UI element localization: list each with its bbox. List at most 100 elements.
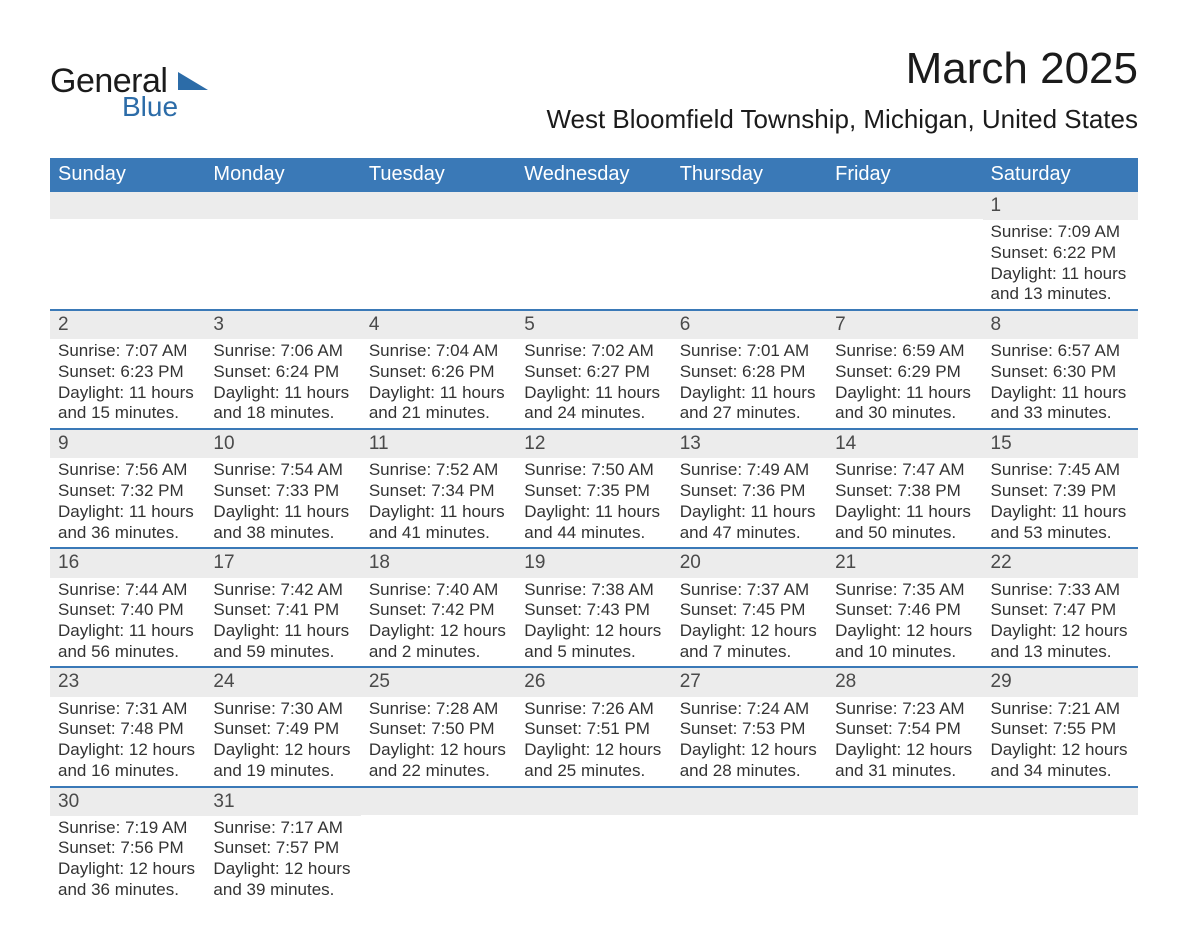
day-number: 28 <box>827 668 982 696</box>
day-number: 27 <box>672 668 827 696</box>
calendar-cell: 26Sunrise: 7:26 AMSunset: 7:51 PMDayligh… <box>516 668 671 785</box>
calendar-cell <box>983 788 1138 905</box>
calendar-cell <box>361 192 516 309</box>
day-header-row: Sunday Monday Tuesday Wednesday Thursday… <box>50 158 1138 192</box>
day-sunrise: Sunrise: 7:09 AM <box>991 222 1130 243</box>
day-number: 21 <box>827 549 982 577</box>
day-detail: Sunrise: 7:26 AMSunset: 7:51 PMDaylight:… <box>516 697 671 786</box>
calendar-cell <box>50 192 205 309</box>
day-sunset: Sunset: 7:36 PM <box>680 481 819 502</box>
day-sunrise: Sunrise: 7:07 AM <box>58 341 197 362</box>
calendar-cell: 24Sunrise: 7:30 AMSunset: 7:49 PMDayligh… <box>205 668 360 785</box>
day-number <box>827 788 982 815</box>
day-detail: Sunrise: 7:23 AMSunset: 7:54 PMDaylight:… <box>827 697 982 786</box>
day-number: 10 <box>205 430 360 458</box>
calendar-cell: 28Sunrise: 7:23 AMSunset: 7:54 PMDayligh… <box>827 668 982 785</box>
day-daylight2: and 38 minutes. <box>213 523 352 544</box>
calendar-cell: 27Sunrise: 7:24 AMSunset: 7:53 PMDayligh… <box>672 668 827 785</box>
day-sunset: Sunset: 7:55 PM <box>991 719 1130 740</box>
day-sunrise: Sunrise: 7:44 AM <box>58 580 197 601</box>
calendar-cell <box>672 788 827 905</box>
day-detail: Sunrise: 7:02 AMSunset: 6:27 PMDaylight:… <box>516 339 671 428</box>
day-daylight1: Daylight: 11 hours <box>369 383 508 404</box>
day-detail <box>827 219 982 225</box>
day-number <box>361 788 516 815</box>
calendar-cell: 29Sunrise: 7:21 AMSunset: 7:55 PMDayligh… <box>983 668 1138 785</box>
calendar-week: 30Sunrise: 7:19 AMSunset: 7:56 PMDayligh… <box>50 786 1138 905</box>
day-detail <box>827 815 982 821</box>
day-sunrise: Sunrise: 7:52 AM <box>369 460 508 481</box>
day-daylight1: Daylight: 12 hours <box>524 740 663 761</box>
day-daylight1: Daylight: 12 hours <box>369 621 508 642</box>
calendar-week: 16Sunrise: 7:44 AMSunset: 7:40 PMDayligh… <box>50 547 1138 666</box>
calendar-week: 1Sunrise: 7:09 AMSunset: 6:22 PMDaylight… <box>50 192 1138 309</box>
calendar-cell <box>827 788 982 905</box>
day-number: 9 <box>50 430 205 458</box>
calendar-cell: 11Sunrise: 7:52 AMSunset: 7:34 PMDayligh… <box>361 430 516 547</box>
day-number: 18 <box>361 549 516 577</box>
day-detail: Sunrise: 7:06 AMSunset: 6:24 PMDaylight:… <box>205 339 360 428</box>
day-daylight1: Daylight: 11 hours <box>524 383 663 404</box>
day-number: 31 <box>205 788 360 816</box>
calendar-cell <box>672 192 827 309</box>
day-number: 12 <box>516 430 671 458</box>
day-detail: Sunrise: 7:21 AMSunset: 7:55 PMDaylight:… <box>983 697 1138 786</box>
day-number: 26 <box>516 668 671 696</box>
day-detail <box>672 815 827 821</box>
day-detail: Sunrise: 7:38 AMSunset: 7:43 PMDaylight:… <box>516 578 671 667</box>
day-header-thu: Thursday <box>672 158 827 192</box>
day-sunset: Sunset: 7:32 PM <box>58 481 197 502</box>
day-daylight2: and 28 minutes. <box>680 761 819 782</box>
day-daylight1: Daylight: 11 hours <box>680 502 819 523</box>
day-daylight1: Daylight: 11 hours <box>524 502 663 523</box>
day-number <box>983 788 1138 815</box>
calendar-cell <box>361 788 516 905</box>
day-number: 13 <box>672 430 827 458</box>
weeks-container: 1Sunrise: 7:09 AMSunset: 6:22 PMDaylight… <box>50 192 1138 905</box>
day-daylight1: Daylight: 12 hours <box>680 740 819 761</box>
day-daylight1: Daylight: 11 hours <box>680 383 819 404</box>
day-sunset: Sunset: 7:39 PM <box>991 481 1130 502</box>
day-header-mon: Monday <box>205 158 360 192</box>
calendar-cell: 25Sunrise: 7:28 AMSunset: 7:50 PMDayligh… <box>361 668 516 785</box>
day-sunrise: Sunrise: 7:28 AM <box>369 699 508 720</box>
day-sunset: Sunset: 6:30 PM <box>991 362 1130 383</box>
day-sunset: Sunset: 7:51 PM <box>524 719 663 740</box>
day-detail <box>516 219 671 225</box>
day-daylight2: and 13 minutes. <box>991 642 1130 663</box>
day-sunrise: Sunrise: 7:40 AM <box>369 580 508 601</box>
day-daylight1: Daylight: 11 hours <box>213 621 352 642</box>
day-detail <box>516 815 671 821</box>
day-sunset: Sunset: 6:22 PM <box>991 243 1130 264</box>
day-daylight2: and 10 minutes. <box>835 642 974 663</box>
day-sunrise: Sunrise: 7:42 AM <box>213 580 352 601</box>
day-detail <box>672 219 827 225</box>
day-header-fri: Friday <box>827 158 982 192</box>
day-daylight1: Daylight: 11 hours <box>213 502 352 523</box>
day-sunrise: Sunrise: 7:45 AM <box>991 460 1130 481</box>
calendar-cell: 1Sunrise: 7:09 AMSunset: 6:22 PMDaylight… <box>983 192 1138 309</box>
day-number <box>672 192 827 219</box>
day-detail <box>50 219 205 225</box>
day-sunrise: Sunrise: 6:59 AM <box>835 341 974 362</box>
day-detail: Sunrise: 7:31 AMSunset: 7:48 PMDaylight:… <box>50 697 205 786</box>
day-daylight2: and 39 minutes. <box>213 880 352 901</box>
day-header-wed: Wednesday <box>516 158 671 192</box>
day-detail: Sunrise: 7:49 AMSunset: 7:36 PMDaylight:… <box>672 458 827 547</box>
day-detail: Sunrise: 7:28 AMSunset: 7:50 PMDaylight:… <box>361 697 516 786</box>
title-block: March 2025 West Bloomfield Township, Mic… <box>546 44 1138 135</box>
day-daylight2: and 7 minutes. <box>680 642 819 663</box>
day-number: 25 <box>361 668 516 696</box>
day-daylight2: and 16 minutes. <box>58 761 197 782</box>
day-detail: Sunrise: 7:17 AMSunset: 7:57 PMDaylight:… <box>205 816 360 905</box>
day-number: 29 <box>983 668 1138 696</box>
day-sunset: Sunset: 7:38 PM <box>835 481 974 502</box>
day-daylight2: and 31 minutes. <box>835 761 974 782</box>
day-daylight2: and 24 minutes. <box>524 403 663 424</box>
day-daylight2: and 5 minutes. <box>524 642 663 663</box>
day-number: 5 <box>516 311 671 339</box>
day-daylight2: and 53 minutes. <box>991 523 1130 544</box>
day-daylight1: Daylight: 12 hours <box>369 740 508 761</box>
day-detail: Sunrise: 7:47 AMSunset: 7:38 PMDaylight:… <box>827 458 982 547</box>
day-daylight2: and 18 minutes. <box>213 403 352 424</box>
